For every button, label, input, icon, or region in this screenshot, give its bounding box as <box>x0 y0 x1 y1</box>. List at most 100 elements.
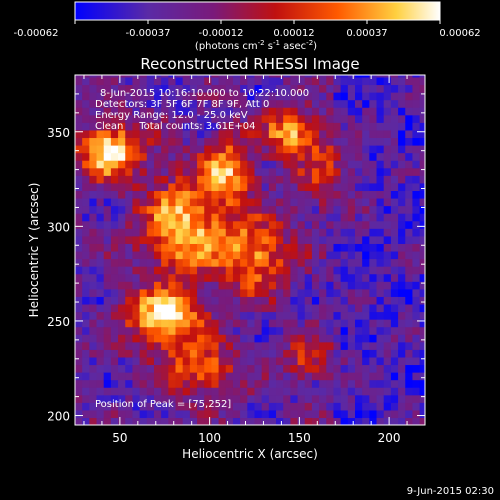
heatmap-cell <box>390 258 399 267</box>
heatmap-cell <box>189 213 198 222</box>
heatmap-cell <box>268 296 277 305</box>
heatmap-cell <box>146 129 155 139</box>
heatmap-cell <box>405 182 414 192</box>
heatmap-cell <box>225 175 234 184</box>
heatmap-cell <box>376 311 385 320</box>
heatmap-cell <box>390 334 399 343</box>
heatmap-cell <box>398 243 406 252</box>
heatmap-cell <box>376 99 385 108</box>
heatmap-cell <box>398 122 406 131</box>
heatmap-cell <box>153 296 162 305</box>
heatmap-cell <box>182 99 191 108</box>
heatmap-cell <box>304 364 313 373</box>
heatmap-cell <box>132 114 141 123</box>
heatmap-cell <box>118 220 126 229</box>
heatmap-cell <box>290 281 299 290</box>
heatmap-cell <box>168 387 177 396</box>
heatmap-cell <box>362 402 370 411</box>
footer-timestamp: 9-Jun-2015 02:30 <box>407 486 494 497</box>
heatmap-cell <box>204 160 213 169</box>
heatmap-cell <box>153 417 162 425</box>
colorbar-tick-label: 0.00037 <box>346 28 387 39</box>
heatmap-cell <box>211 394 220 403</box>
heatmap-cell <box>340 129 349 139</box>
heatmap-cell <box>204 122 213 131</box>
heatmap-cell <box>347 137 356 146</box>
heatmap-cell <box>139 372 148 381</box>
heatmap-cell <box>132 220 141 229</box>
heatmap-cell <box>326 379 335 388</box>
heatmap-cell <box>232 114 241 123</box>
x-tick-label: 50 <box>112 431 127 445</box>
heatmap-cell <box>103 409 112 419</box>
heatmap-cell <box>383 311 392 320</box>
heatmap-cell <box>103 190 112 199</box>
heatmap-cell <box>125 372 134 381</box>
heatmap-cell <box>261 409 270 419</box>
heatmap-cell <box>218 182 227 192</box>
heatmap-cell <box>211 356 220 366</box>
heatmap-cell <box>168 417 177 425</box>
heatmap-cell <box>168 379 177 388</box>
heatmap-cell <box>412 122 421 131</box>
heatmap-cell <box>347 394 356 403</box>
heatmap-cell <box>110 137 119 146</box>
heatmap-cell <box>125 160 134 169</box>
heatmap-cell <box>75 160 83 169</box>
heatmap-cell <box>398 76 406 86</box>
heatmap-cell <box>355 114 363 123</box>
heatmap-cell <box>139 137 148 146</box>
heatmap-cell <box>311 319 320 328</box>
heatmap-cell <box>103 99 112 108</box>
heatmap-cell <box>204 372 213 381</box>
heatmap-cell <box>326 107 335 116</box>
heatmap-cell <box>197 379 205 388</box>
heatmap-cell <box>311 92 320 101</box>
heatmap-cell <box>297 250 306 260</box>
heatmap-cell <box>283 349 291 358</box>
heatmap-cell <box>110 167 119 176</box>
heatmap-cell <box>211 372 220 381</box>
heatmap-cell <box>168 349 177 358</box>
heatmap-cell <box>211 205 220 214</box>
heatmap-cell <box>311 349 320 358</box>
heatmap-cell <box>304 341 313 350</box>
heatmap-cell <box>390 205 399 214</box>
heatmap-cell <box>168 364 177 373</box>
heatmap-cell <box>405 266 414 275</box>
heatmap-cell <box>261 349 270 358</box>
heatmap-cell <box>161 402 169 411</box>
heatmap-cell <box>283 288 291 297</box>
heatmap-cell <box>304 84 313 93</box>
heatmap-cell <box>139 197 148 207</box>
heatmap-cell <box>261 76 270 86</box>
heatmap-cell <box>362 341 370 350</box>
heatmap-cell <box>118 114 126 123</box>
heatmap-cell <box>268 228 277 237</box>
heatmap-cell <box>232 75 241 78</box>
heatmap-cell <box>204 235 213 244</box>
heatmap-cell <box>276 402 284 411</box>
heatmap-cell <box>175 341 184 350</box>
heatmap-cell <box>362 220 370 229</box>
heatmap-cell <box>304 145 313 154</box>
heatmap-cell <box>89 387 98 396</box>
heatmap-cell <box>218 99 227 108</box>
heatmap-cell <box>146 303 155 313</box>
heatmap-cell <box>347 364 356 373</box>
heatmap-cell <box>254 76 263 86</box>
heatmap-cell <box>376 197 385 207</box>
heatmap-cell <box>139 296 148 305</box>
heatmap-cell <box>347 182 356 192</box>
heatmap-cell <box>182 273 191 282</box>
heatmap-cell <box>362 129 370 139</box>
heatmap-cell <box>319 137 327 146</box>
heatmap-cell <box>376 243 385 252</box>
heatmap-cell <box>153 349 162 358</box>
heatmap-cell <box>304 356 313 366</box>
heatmap-cell <box>189 356 198 366</box>
heatmap-cell <box>362 114 370 123</box>
heatmap-cell <box>362 296 370 305</box>
heatmap-cell <box>96 379 105 388</box>
heatmap-cell <box>268 160 277 169</box>
